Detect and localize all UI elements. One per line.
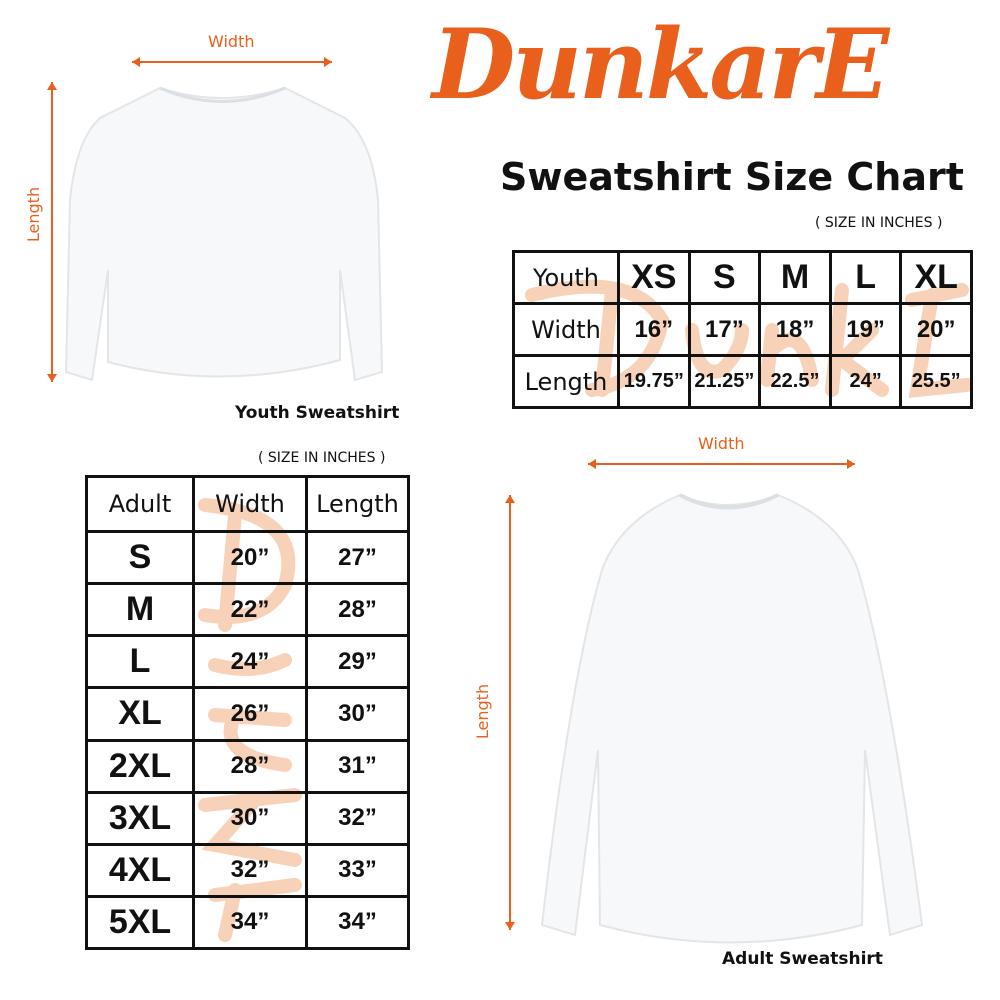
youth-size: XL — [899, 250, 973, 305]
youth-size: XS — [617, 250, 691, 305]
length-cell: 34” — [305, 894, 410, 951]
row-label: Length — [512, 354, 620, 409]
table-row: Width 16” 17” 18” 19” 20” — [512, 302, 973, 357]
table-row: XL 26” 30” — [85, 686, 410, 742]
adult-length-label: Length — [473, 683, 493, 740]
size-cell: L — [85, 634, 195, 690]
table-row: 2XL 28” 31” — [85, 738, 410, 794]
column-header: Length — [305, 474, 410, 534]
youth-unit-note: ( SIZE IN INCHES ) — [815, 215, 943, 231]
table-row: L 24” 29” — [85, 634, 410, 690]
row-label: Width — [512, 302, 620, 357]
table-row: S 20” 27” — [85, 530, 410, 586]
size-cell: XL — [85, 686, 195, 742]
length-cell: 31” — [305, 738, 410, 794]
length-cell: 30” — [305, 686, 410, 742]
cell: 20” — [899, 302, 973, 357]
youth-sweatshirt-image — [47, 57, 384, 382]
youth-size: S — [687, 250, 762, 305]
size-cell: M — [85, 582, 195, 638]
table-row: 3XL 30” 32” — [85, 790, 410, 846]
youth-size-table: Youth XS S M L XL Width 16” 17” 18” 19” … — [512, 250, 973, 409]
length-cell: 28” — [305, 582, 410, 638]
cell: 18” — [758, 302, 832, 357]
width-cell: 28” — [192, 738, 308, 794]
adult-size-table: Adult Width Length S 20” 27” M 22” 28” L 24” 29”… — [85, 474, 410, 951]
column-header: Width — [192, 474, 308, 534]
size-cell: 4XL — [85, 842, 195, 898]
width-cell: 26” — [192, 686, 308, 742]
youth-width-label: Width — [208, 32, 255, 51]
length-cell: 32” — [305, 790, 410, 846]
table-row: Length 19.75” 21.25” 22.5” 24” 25.5” — [512, 354, 973, 409]
table-row: M 22” 28” — [85, 582, 410, 638]
size-cell: 3XL — [85, 790, 195, 846]
width-cell: 32” — [192, 842, 308, 898]
width-cell: 20” — [192, 530, 308, 586]
page-title: Sweatshirt Size Chart — [500, 155, 964, 199]
width-cell: 24” — [192, 634, 308, 690]
youth-header: Youth — [512, 250, 620, 305]
youth-size: M — [758, 250, 832, 305]
cell: 19” — [828, 302, 903, 357]
size-cell: S — [85, 530, 195, 586]
cell: 24” — [828, 354, 903, 409]
cell: 21.25” — [687, 354, 762, 409]
width-cell: 34” — [192, 894, 308, 951]
width-cell: 30” — [192, 790, 308, 846]
cell: 25.5” — [899, 354, 973, 409]
youth-size: L — [828, 250, 903, 305]
youth-length-label: Length — [24, 186, 44, 243]
column-header: Adult — [85, 474, 195, 534]
width-cell: 22” — [192, 582, 308, 638]
length-cell: 27” — [305, 530, 410, 586]
table-row: 5XL 34” 34” — [85, 894, 410, 951]
adult-width-label: Width — [698, 434, 745, 453]
length-cell: 33” — [305, 842, 410, 898]
adult-caption: Adult Sweatshirt — [722, 949, 883, 969]
size-cell: 2XL — [85, 738, 195, 794]
table-row: 4XL 32” 33” — [85, 842, 410, 898]
youth-caption: Youth Sweatshirt — [235, 403, 400, 423]
adult-unit-note: ( SIZE IN INCHES ) — [258, 450, 386, 466]
cell: 22.5” — [758, 354, 832, 409]
cell: 19.75” — [617, 354, 691, 409]
adult-sweatshirt-image — [505, 459, 924, 944]
cell: 16” — [617, 302, 691, 357]
size-cell: 5XL — [85, 894, 195, 951]
cell: 17” — [687, 302, 762, 357]
length-cell: 29” — [305, 634, 410, 690]
brand-logo: DunkarE — [432, 8, 889, 121]
